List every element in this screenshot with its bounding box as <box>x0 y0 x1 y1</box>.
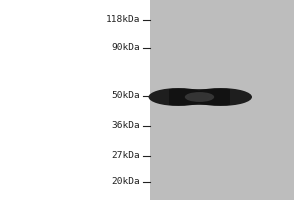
Ellipse shape <box>189 88 252 106</box>
Text: 50kDa: 50kDa <box>111 92 140 100</box>
Text: 36kDa: 36kDa <box>111 121 140 130</box>
Text: 27kDa: 27kDa <box>111 152 140 160</box>
Bar <box>150 0 294 200</box>
Text: 90kDa: 90kDa <box>111 44 140 52</box>
Text: 118kDa: 118kDa <box>106 16 140 24</box>
Bar <box>169 89 230 105</box>
Text: 20kDa: 20kDa <box>111 178 140 186</box>
Ellipse shape <box>185 92 214 102</box>
Ellipse shape <box>148 88 208 106</box>
